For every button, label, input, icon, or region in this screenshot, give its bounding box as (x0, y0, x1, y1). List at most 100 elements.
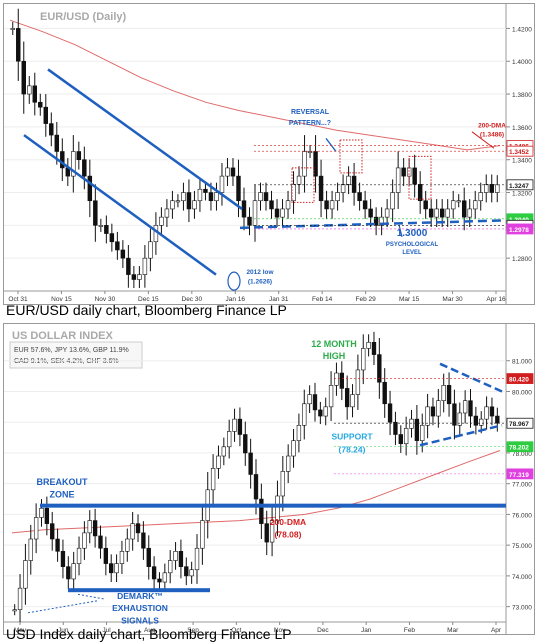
usd-demark-arrow-1 (27, 599, 100, 614)
usd-candle-body (377, 354, 382, 383)
eur-candle-body (241, 200, 247, 218)
eur-candle-body (153, 225, 159, 243)
usd-candle-body (259, 498, 264, 524)
usd-candle-body (23, 560, 28, 589)
usd-candle-body (60, 551, 66, 567)
eur-candle-body (346, 175, 351, 185)
eur-dma-line (9, 19, 501, 151)
eurusd-caption: EUR/USD daily chart, Bloomberg Finance L… (6, 302, 287, 318)
usd-candle-body (189, 569, 194, 577)
eur-reversal-arrow (325, 137, 337, 152)
eur-candle-body (428, 208, 434, 218)
usd-support-label-2: (78.24) (339, 444, 366, 454)
usd-price-tag (506, 468, 534, 480)
usd-index-caption: USD Index daily chart, Bloomberg Finance… (6, 626, 292, 642)
eur-reversal-pattern-box (408, 155, 432, 200)
usd-candle-body (173, 551, 178, 561)
eur-candle-body (401, 167, 406, 177)
usd-candle-body (232, 418, 237, 432)
eur-candle-body (16, 28, 21, 62)
eur-candle-body (203, 188, 208, 193)
usd-candle-body (33, 517, 39, 540)
usd-xtick-label: Nov (274, 627, 286, 634)
eur-candle-body (76, 151, 82, 161)
usd-xtick-label: Apr (491, 627, 502, 634)
usd-candle-body (393, 421, 398, 435)
usd-price-tag (506, 417, 534, 429)
eur-price-tag-label: 1.3452 (509, 149, 529, 156)
usd-candle-body (157, 578, 162, 583)
eur-candle-body (197, 188, 203, 202)
eur-candle-body (296, 175, 302, 185)
eur-ytick-label: 1.3200 (512, 191, 532, 198)
eur-candle-body (324, 200, 329, 210)
eur-candle-body (49, 123, 54, 136)
eur-psych-label-1: 1.3000 (397, 228, 428, 239)
usd-xtick-label: Sep (187, 627, 199, 634)
usd-dma-label-2: (78.08) (275, 529, 302, 539)
usd-high-label-1: 12 MONTH (311, 339, 357, 349)
usd-ytick-label: 80.000 (512, 389, 532, 396)
usd-candle-body (462, 400, 468, 414)
usd-candle-body (275, 495, 280, 521)
usd-plot-area (4, 324, 506, 622)
usd-candle-body (403, 428, 409, 445)
eur-price-tag (506, 223, 534, 235)
usd-ytick-label: 78.000 (512, 451, 532, 458)
eur-candle-body (159, 216, 164, 226)
eur-ytick-label: 1.4000 (512, 59, 532, 66)
eur-candle-body (170, 200, 175, 210)
eur-xtick-label: Jan 31 (269, 296, 289, 303)
eur-candle-body (384, 208, 390, 218)
usd-xtick-label: Mar (447, 627, 459, 634)
usd-candle-body (355, 369, 361, 395)
usd-ytick-label: 77.000 (512, 482, 532, 489)
usd-candle-body (285, 455, 291, 472)
usd-candle-body (243, 434, 248, 454)
eur-xtick-label: Jan 16 (226, 296, 246, 303)
eur-candle-body (148, 241, 153, 259)
eur-xtick-label: Oct 31 (8, 296, 28, 303)
usd-candle-body (291, 440, 296, 457)
usd-candle-body (168, 560, 173, 574)
usd-candle-body (264, 523, 269, 543)
eur-ytick-label: 1.3400 (512, 158, 532, 165)
eur-candle-body (445, 208, 450, 218)
usd-weights-line-1: EUR 57.6%, JPY 13.6%, GBP 11.9% (14, 347, 129, 354)
usd-price-tag-label: 78.202 (509, 445, 529, 452)
eur-candle-body (252, 200, 258, 226)
eur-candle-body (450, 200, 456, 210)
eur-candle-body (214, 192, 219, 202)
eur-ytick-label: 1.3800 (512, 92, 532, 99)
eur-candle-body (192, 200, 197, 210)
eur-candle-body (489, 184, 494, 193)
eur-reversal-label-2: PATTERN...? (289, 120, 331, 127)
usd-price-tag-label: 77.319 (509, 472, 529, 479)
eur-candle-body (263, 192, 269, 202)
eur-candle-body (104, 225, 109, 234)
eur-candle-body (285, 200, 291, 210)
usd-demark-label-2: EXHAUSTION (112, 603, 168, 613)
eur-candle-body (395, 167, 401, 193)
eur-candle-body (230, 167, 236, 177)
eur-psych-label-2: PSYCHOLOGICAL (386, 242, 439, 248)
eur-dma-label-1: 200-DMA (478, 123, 506, 130)
usd-candle-body (312, 394, 318, 411)
eur-candle-body (27, 85, 32, 95)
usd-candle-body (125, 538, 130, 552)
usd-candle-body (98, 535, 103, 549)
usd-ytick-label: 73.000 (512, 605, 532, 612)
usd-breakout-label-2: ZONE (49, 490, 74, 500)
usd-candle-body (248, 452, 253, 475)
usd-candle-body (436, 400, 441, 417)
usd-candle-body (361, 348, 366, 371)
usd-candle-body (366, 341, 371, 349)
eur-candle-body (10, 28, 15, 30)
usd-candle-body (382, 381, 387, 405)
eur-candle-body (368, 208, 373, 218)
eur-candle-body (280, 208, 285, 218)
eur-xtick-label: Nov 30 (95, 296, 116, 303)
eur-candle-body (38, 101, 43, 108)
usd-candle-body (12, 609, 17, 612)
eur-candle-body (87, 175, 93, 202)
